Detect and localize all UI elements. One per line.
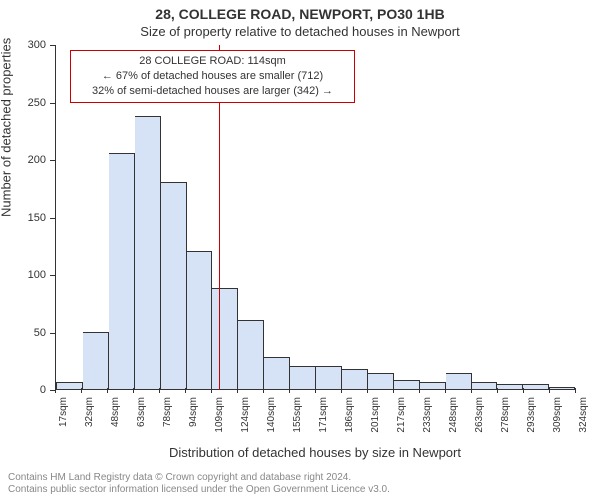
x-tick-label: 309sqm — [552, 397, 563, 433]
y-tick-label: 0 — [40, 384, 46, 396]
x-tick — [445, 388, 446, 393]
y-tick-label: 300 — [28, 39, 46, 51]
x-tick — [523, 388, 524, 393]
x-tick — [315, 388, 316, 393]
x-tick — [107, 388, 108, 393]
histogram-bar — [56, 382, 83, 389]
y-tick-label: 100 — [28, 269, 46, 281]
x-tick-label: 155sqm — [292, 397, 303, 433]
x-tick — [575, 388, 576, 393]
histogram-bar — [83, 332, 109, 390]
y-tick — [50, 160, 55, 161]
x-tick — [471, 388, 472, 393]
y-tick — [50, 218, 55, 219]
x-axis-labels: 17sqm 32sqm 48sqm 63sqm 78sqm 94sqm 109sqm 124s… — [55, 393, 575, 453]
x-axis-title: Distribution of detached houses by size … — [55, 445, 575, 460]
histogram-bar — [316, 366, 342, 389]
annotation-box: 28 COLLEGE ROAD: 114sqm ← 67% of detache… — [70, 50, 355, 103]
x-tick-label: 324sqm — [578, 397, 589, 433]
x-tick-label: 186sqm — [344, 397, 355, 433]
histogram-bar — [135, 116, 161, 389]
y-tick-label: 50 — [34, 327, 46, 339]
x-tick-label: 248sqm — [448, 397, 459, 433]
x-tick-label: 140sqm — [266, 397, 277, 433]
x-tick-label: 233sqm — [422, 397, 433, 433]
histogram-bar — [342, 369, 368, 389]
page-subtitle: Size of property relative to detached ho… — [0, 24, 600, 39]
x-tick-label: 48sqm — [110, 397, 121, 427]
x-tick-label: 63sqm — [136, 397, 147, 427]
histogram-bar — [187, 251, 213, 389]
x-tick — [393, 388, 394, 393]
x-tick-label: 109sqm — [214, 397, 225, 433]
annotation-line-3: 32% of semi-detached houses are larger (… — [79, 84, 346, 99]
x-tick — [289, 388, 290, 393]
histogram-bar — [549, 387, 575, 389]
x-tick — [341, 388, 342, 393]
x-tick — [419, 388, 420, 393]
x-tick-label: 32sqm — [84, 397, 95, 427]
x-tick — [367, 388, 368, 393]
x-tick-label: 171sqm — [318, 397, 329, 433]
histogram-bar — [472, 382, 498, 389]
histogram-bar — [523, 384, 549, 389]
histogram-bar — [109, 153, 135, 389]
chart-container: 28, COLLEGE ROAD, NEWPORT, PO30 1HB Size… — [0, 0, 600, 500]
x-tick-label: 263sqm — [474, 397, 485, 433]
x-tick-label: 124sqm — [240, 397, 251, 433]
y-tick-label: 200 — [28, 154, 46, 166]
x-tick-label: 201sqm — [370, 397, 381, 433]
histogram-bar — [394, 380, 420, 389]
x-tick — [81, 388, 82, 393]
y-tick — [50, 45, 55, 46]
x-tick — [55, 388, 56, 393]
x-tick — [211, 388, 212, 393]
histogram-bar — [238, 320, 264, 389]
footer-line-1: Contains HM Land Registry data © Crown c… — [8, 472, 390, 484]
y-tick-label: 150 — [28, 212, 46, 224]
x-tick — [159, 388, 160, 393]
histogram-bar — [290, 366, 316, 389]
histogram-bar — [368, 373, 394, 389]
x-tick — [237, 388, 238, 393]
x-tick — [185, 388, 186, 393]
x-tick-label: 94sqm — [188, 397, 199, 427]
x-tick-label: 17sqm — [58, 397, 69, 427]
y-tick — [50, 103, 55, 104]
y-tick — [50, 275, 55, 276]
x-tick — [549, 388, 550, 393]
x-tick-label: 217sqm — [396, 397, 407, 433]
histogram-bar — [497, 384, 523, 389]
annotation-line-1: 28 COLLEGE ROAD: 114sqm — [79, 54, 346, 69]
footer-line-2: Contains public sector information licen… — [8, 484, 390, 496]
annotation-line-2: ← 67% of detached houses are smaller (71… — [79, 69, 346, 84]
page-title: 28, COLLEGE ROAD, NEWPORT, PO30 1HB — [0, 6, 600, 22]
histogram-bar — [212, 288, 238, 389]
y-tick — [50, 333, 55, 334]
histogram-bar — [420, 382, 446, 389]
y-axis-labels: 050100150200250300 — [0, 45, 52, 390]
x-tick-label: 78sqm — [162, 397, 173, 427]
histogram-bar — [446, 373, 472, 389]
histogram-bar — [264, 357, 290, 389]
x-tick-label: 293sqm — [526, 397, 537, 433]
x-tick — [133, 388, 134, 393]
histogram-bar — [161, 182, 187, 389]
x-tick — [497, 388, 498, 393]
y-tick-label: 250 — [28, 97, 46, 109]
footer-attribution: Contains HM Land Registry data © Crown c… — [8, 472, 390, 496]
x-tick — [263, 388, 264, 393]
x-tick-label: 278sqm — [500, 397, 511, 433]
